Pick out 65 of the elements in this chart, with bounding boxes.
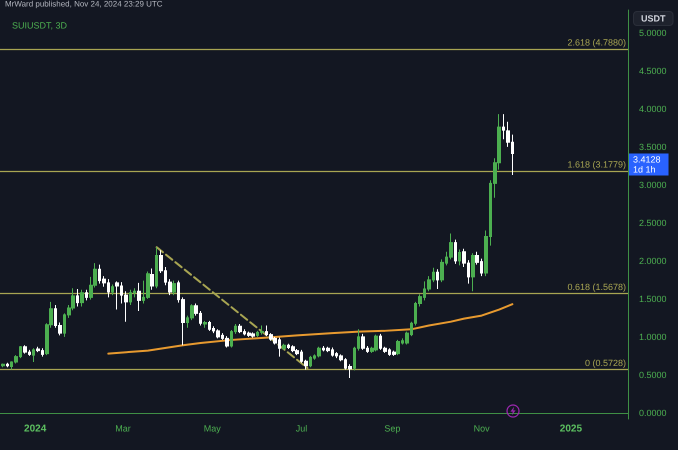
candlestick <box>1 363 5 368</box>
candlestick <box>23 344 27 354</box>
ref-line-label: 0.618 (1.5678) <box>567 282 626 292</box>
y-tick-label: 5.0000 <box>639 28 667 38</box>
candlestick <box>392 350 396 356</box>
candlestick <box>155 246 158 289</box>
candlestick <box>374 334 378 352</box>
y-axis-title: USDT <box>641 14 666 24</box>
ref-line-label: 1.618 (3.1779) <box>567 160 626 170</box>
candlestick <box>361 333 365 350</box>
candlestick <box>502 114 505 140</box>
x-tick-label: Nov <box>474 424 490 434</box>
text: SUIUSDT, 3D <box>12 20 68 30</box>
y-tick-label: 2.0000 <box>639 256 667 266</box>
candlestick <box>225 336 229 348</box>
y-tick-label: 1.5000 <box>639 294 667 304</box>
ref-line-label: 2.618 (4.7880) <box>567 37 626 48</box>
candlestick <box>111 284 114 296</box>
candlestick <box>76 288 79 307</box>
x-tick-label: Jul <box>296 424 308 434</box>
candlestick <box>129 289 132 306</box>
y-tick-label: 0.0000 <box>639 408 667 418</box>
candlestick <box>309 355 312 368</box>
candlestick <box>471 252 475 292</box>
candlestick <box>282 343 286 350</box>
candlestick <box>260 324 264 336</box>
candlestick <box>32 348 35 362</box>
candlestick <box>436 268 439 290</box>
x-tick-label: 2024 <box>24 424 47 434</box>
y-tick-label: 3.0000 <box>639 180 667 190</box>
candlestick <box>454 239 457 264</box>
ref-line-label: 0 (0.5728) <box>584 358 626 368</box>
candlestick <box>36 346 40 353</box>
x-tick-label: Mar <box>115 424 131 434</box>
candlestick <box>458 248 461 266</box>
y-tick-label: 4.5000 <box>639 66 667 76</box>
candlestick <box>396 339 400 356</box>
candlestick <box>317 346 321 358</box>
candlestick <box>208 320 211 332</box>
candlestick <box>115 280 119 310</box>
y-tick-label: 1.0000 <box>639 332 667 342</box>
y-tick-label: 0.5000 <box>639 370 667 380</box>
candlestick <box>291 344 295 353</box>
x-tick-label: May <box>204 424 222 434</box>
y-tick-label: 4.0000 <box>639 104 667 114</box>
text: 3.4128 1d 1h <box>633 154 661 174</box>
candlestick <box>251 332 255 338</box>
candlestick <box>146 271 150 300</box>
candlestick <box>6 362 9 368</box>
y-tick-label: 3.5000 <box>639 142 667 152</box>
candlestick <box>85 289 88 301</box>
y-tick-label: 2.5000 <box>639 218 667 228</box>
x-tick-label: Sep <box>384 424 400 434</box>
candlestick <box>216 328 220 339</box>
candlestick <box>172 280 176 296</box>
candlestick <box>150 268 154 290</box>
candlestick <box>238 323 242 334</box>
candlestick <box>137 282 141 312</box>
candlestick <box>203 320 207 328</box>
text: MrWard published, Nov 24, 2024 23:29 UTC <box>5 0 163 8</box>
candlestick <box>326 346 330 353</box>
candlestick <box>247 331 251 338</box>
line-series <box>107 303 514 355</box>
x-tick-label: 2025 <box>560 424 582 434</box>
candlestick <box>80 289 84 307</box>
